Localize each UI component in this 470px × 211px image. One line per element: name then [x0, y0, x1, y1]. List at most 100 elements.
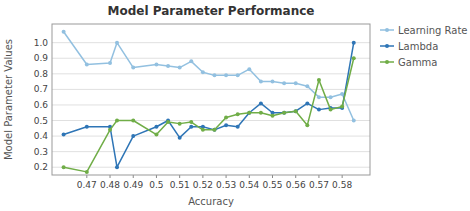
point: [178, 122, 182, 126]
point: [236, 73, 240, 77]
point: [352, 41, 356, 45]
point: [271, 114, 275, 118]
tick-label: 0.54: [239, 180, 259, 190]
plot-area: [62, 30, 356, 174]
legend-marker: [385, 28, 389, 32]
legend-label: Lambda: [398, 41, 438, 52]
point: [212, 73, 216, 77]
grid-line: [52, 58, 370, 59]
tick-label: 0.7: [34, 84, 48, 94]
tick-label: 0.4: [34, 131, 49, 141]
point: [224, 123, 228, 127]
point: [247, 111, 251, 115]
point: [294, 81, 298, 85]
point: [154, 125, 158, 129]
point: [294, 109, 298, 113]
point: [317, 108, 321, 112]
point: [115, 165, 119, 169]
title: Model Parameter Performance: [107, 4, 314, 18]
point: [329, 95, 333, 99]
tick-label: 0.8: [34, 69, 49, 79]
point: [115, 41, 119, 45]
tick-label: 0.5: [149, 180, 163, 190]
point: [282, 81, 286, 85]
legend: Learning Rate Lambda Gamma: [380, 25, 468, 68]
series: [62, 56, 356, 174]
grid-line: [52, 120, 370, 121]
point: [108, 128, 112, 132]
tick-label: 0.53: [216, 180, 236, 190]
point: [236, 112, 240, 116]
point: [201, 70, 205, 74]
plot-frame: [52, 24, 370, 175]
point: [352, 56, 356, 60]
x-axis-label: Accuracy: [188, 196, 234, 207]
point: [329, 108, 333, 112]
tick-label: 0.51: [170, 180, 190, 190]
point: [271, 80, 275, 84]
tick-label: 0.57: [309, 180, 329, 190]
tick-label: 0.58: [332, 180, 352, 190]
point: [115, 119, 119, 123]
point: [282, 111, 286, 115]
point: [305, 84, 309, 88]
point: [201, 128, 205, 132]
point: [189, 120, 193, 124]
point: [305, 101, 309, 105]
legend-label: Learning Rate: [398, 25, 468, 36]
point: [62, 165, 66, 169]
point: [62, 30, 66, 34]
point: [259, 111, 263, 115]
y-axis-label: Model Parameter Values: [3, 39, 14, 160]
point: [224, 73, 228, 77]
grid-line: [52, 167, 370, 168]
point: [62, 133, 66, 137]
point: [85, 170, 89, 174]
point: [305, 123, 309, 127]
tick-label: 0.55: [262, 180, 282, 190]
tick-label: 0.2: [34, 162, 48, 172]
series: [62, 41, 356, 170]
point: [108, 61, 112, 65]
point: [212, 128, 216, 132]
point: [224, 115, 228, 119]
point: [178, 136, 182, 140]
point: [189, 125, 193, 129]
point: [85, 62, 89, 66]
x-axis: 0.470.480.490.50.510.520.530.540.550.560…: [77, 175, 353, 190]
point: [317, 95, 321, 99]
tick-label: 0.52: [193, 180, 213, 190]
tick-label: 1.0: [34, 38, 49, 48]
point: [212, 128, 216, 132]
line: [64, 58, 354, 172]
point: [85, 125, 89, 129]
grid-line: [52, 42, 370, 43]
point: [247, 67, 251, 71]
point: [154, 133, 158, 137]
point: [178, 66, 182, 70]
legend-label: Gamma: [398, 57, 438, 68]
point: [340, 92, 344, 96]
grid-line: [52, 151, 370, 152]
tick-label: 0.5: [34, 116, 48, 126]
point: [236, 125, 240, 129]
point: [294, 109, 298, 113]
point: [340, 105, 344, 109]
legend-marker: [385, 60, 389, 64]
point: [131, 134, 135, 138]
tick-label: 0.56: [286, 180, 306, 190]
tick-label: 0.3: [34, 147, 48, 157]
grid-line: [52, 104, 370, 105]
point: [166, 120, 170, 124]
tick-label: 0.48: [100, 180, 120, 190]
line: [64, 43, 354, 168]
point: [166, 64, 170, 68]
point: [352, 119, 356, 123]
y-axis: 0.20.30.40.50.60.70.80.91.0: [34, 38, 370, 173]
point: [282, 111, 286, 115]
point: [259, 80, 263, 84]
tick-label: 0.47: [77, 180, 97, 190]
point: [189, 59, 193, 63]
point: [259, 101, 263, 105]
point: [247, 111, 251, 115]
